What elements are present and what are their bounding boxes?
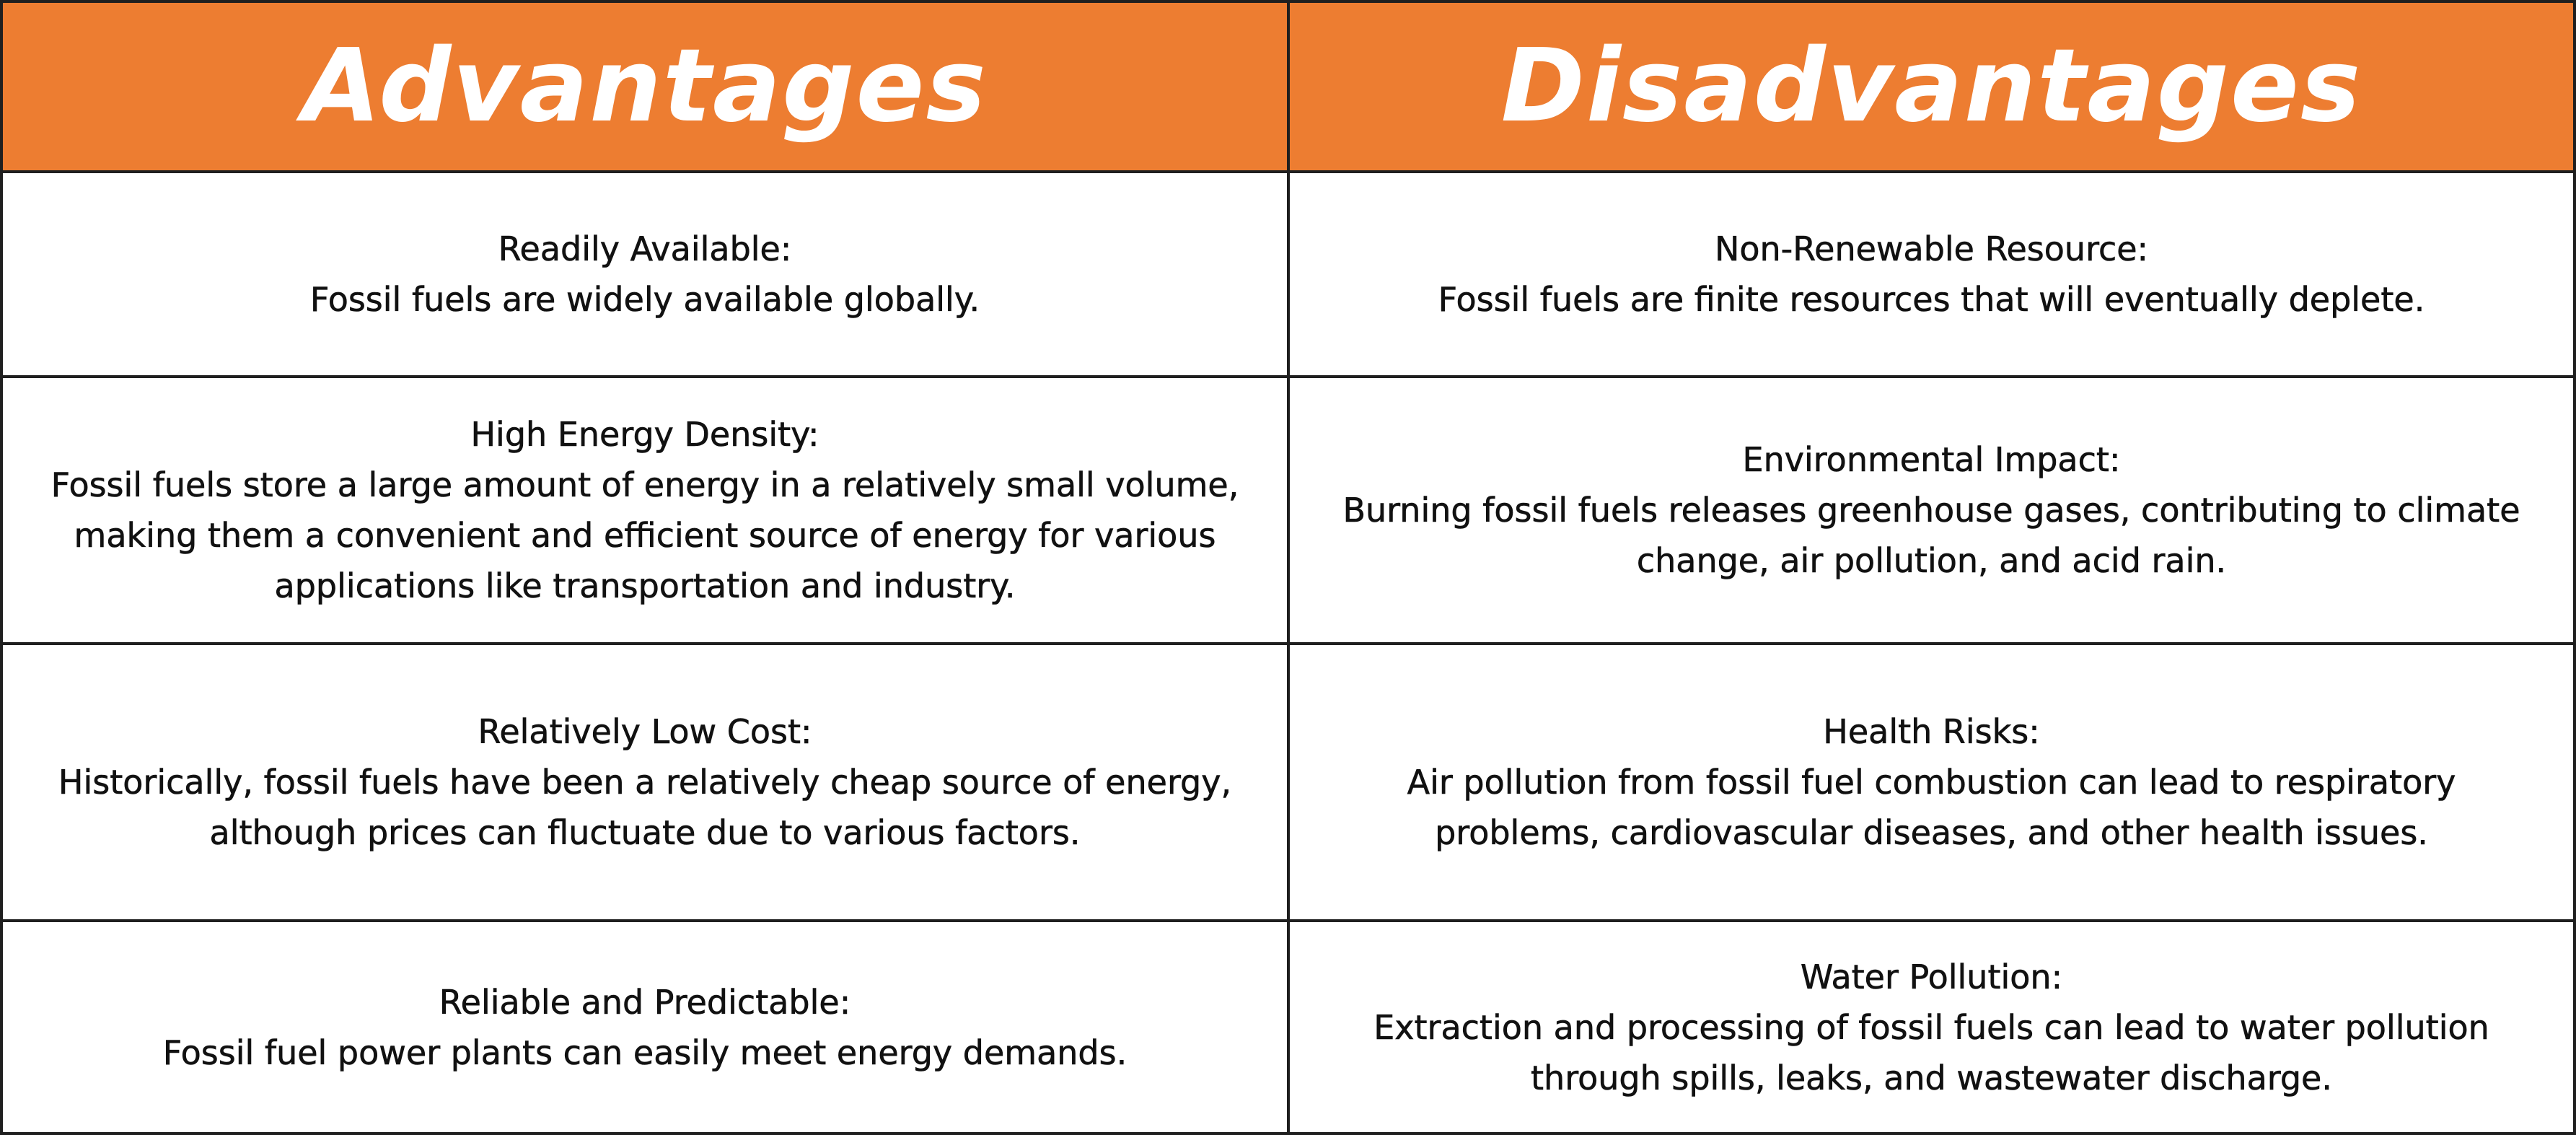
disadvantage-desc-line: Air pollution from fossil fuel combustio… (1407, 763, 2456, 802)
disadvantage-desc-line: problems, cardiovascular diseases, and o… (1435, 813, 2428, 853)
advantage-desc-line: although prices can fluctuate due to var… (209, 813, 1081, 853)
disadvantage-title: Environmental Impact: (1742, 440, 2121, 480)
header-advantages: Advantages (3, 3, 1290, 173)
advantage-title: Readily Available: (498, 229, 792, 269)
disadvantage-title: Health Risks: (1823, 712, 2040, 752)
disadvantage-title: Water Pollution: (1800, 957, 2063, 996)
advantage-cell-reliable: Reliable and Predictable: Fossil fuel po… (3, 922, 1290, 1132)
header-disadvantages-label: Disadvantages (1500, 27, 2362, 145)
disadvantage-cell-health-risks: Health Risks: Air pollution from fossil … (1290, 645, 2573, 922)
advantage-desc-line: Fossil fuel power plants can easily meet… (162, 1033, 1127, 1072)
disadvantage-cell-water-pollution: Water Pollution: Extraction and processi… (1290, 922, 2573, 1132)
disadvantage-title: Non-Renewable Resource: (1714, 229, 2149, 269)
advantage-desc-line: Fossil fuels are widely available global… (309, 280, 980, 320)
disadvantage-desc-line: change, air pollution, and acid rain. (1636, 541, 2227, 581)
advantage-title: Relatively Low Cost: (478, 712, 812, 752)
disadvantage-cell-environmental-impact: Environmental Impact: Burning fossil fue… (1290, 378, 2573, 645)
advantage-cell-low-cost: Relatively Low Cost: Historically, fossi… (3, 645, 1290, 922)
disadvantage-desc-line: through spills, leaks, and wastewater di… (1531, 1058, 2333, 1097)
advantage-cell-readily-available: Readily Available: Fossil fuels are wide… (3, 173, 1290, 378)
disadvantage-desc-line: Burning fossil fuels releases greenhouse… (1342, 491, 2520, 530)
advantage-title: Reliable and Predictable: (439, 982, 851, 1022)
advantage-desc-line: making them a convenient and efficient s… (74, 516, 1216, 556)
disadvantage-cell-non-renewable: Non-Renewable Resource: Fossil fuels are… (1290, 173, 2573, 378)
header-advantages-label: Advantages (302, 27, 988, 145)
advantage-desc-line: Fossil fuels store a large amount of ene… (50, 465, 1239, 505)
advantage-desc-line: Historically, fossil fuels have been a r… (58, 763, 1232, 802)
disadvantage-desc-line: Fossil fuels are finite resources that w… (1438, 280, 2425, 320)
disadvantage-desc-line: Extraction and processing of fossil fuel… (1373, 1007, 2489, 1047)
header-disadvantages: Disadvantages (1290, 3, 2573, 173)
advantage-cell-energy-density: High Energy Density: Fossil fuels store … (3, 378, 1290, 645)
advantage-desc-line: applications like transportation and ind… (274, 566, 1016, 606)
advantage-title: High Energy Density: (470, 415, 819, 455)
